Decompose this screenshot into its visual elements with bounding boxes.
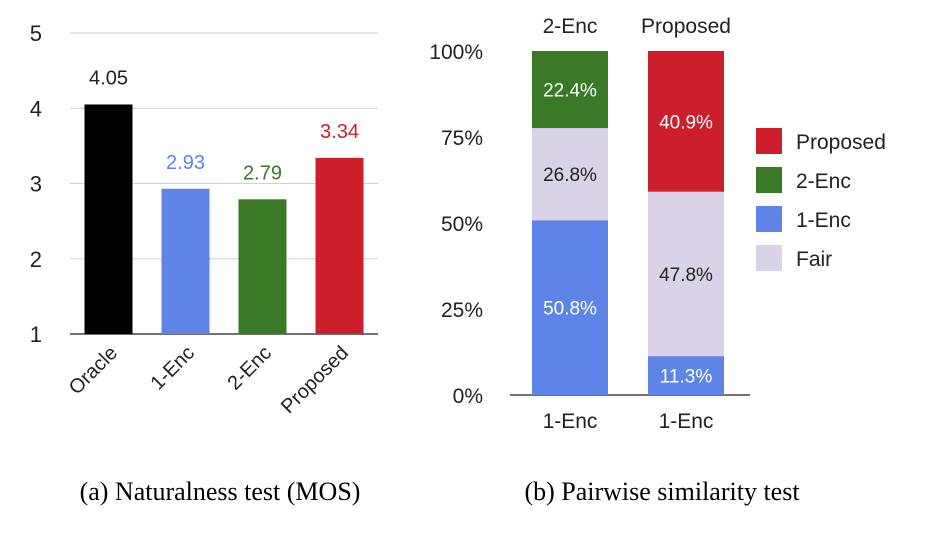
- a-x-tick-label: 1-Enc: [147, 342, 200, 395]
- b-legend-label: Proposed: [796, 131, 886, 154]
- b-y-ticks: 0% 25% 50% 75% 100%: [429, 41, 483, 408]
- b-y-tick-label: 100%: [429, 41, 483, 64]
- a-value-label: 2.79: [243, 162, 282, 184]
- a-x-tick-label: Proposed: [277, 342, 353, 418]
- a-value-label: 3.34: [320, 121, 359, 143]
- a-y-tick-label: 5: [30, 21, 42, 46]
- b-legend-label: Fair: [796, 248, 832, 271]
- b-x-tick-label: 1-Enc: [543, 410, 598, 433]
- b-legend-swatch: [756, 206, 782, 232]
- b-top-label: 2-Enc: [543, 15, 598, 38]
- b-caption: (b) Pairwise similarity test: [524, 477, 800, 506]
- b-bar-segment: [648, 356, 724, 395]
- a-bar: [238, 199, 287, 334]
- b-bar-segment: [648, 51, 724, 192]
- b-legend: Proposed 2-Enc 1-Enc Fair: [756, 128, 886, 271]
- b-bar-segment: [648, 191, 724, 357]
- a-caption: (a) Naturalness test (MOS): [80, 477, 361, 506]
- a-x-ticks: Oracle 1-Enc 2-Enc Proposed: [65, 342, 353, 418]
- b-segment-label: 22.4%: [543, 81, 597, 102]
- b-y-tick-label: 0%: [453, 385, 483, 408]
- similarity-chart: 0% 25% 50% 75% 100% 50.8% 26.8% 22.4% 11.3% 47.8…: [429, 15, 886, 506]
- a-y-tick-label: 3: [30, 172, 42, 197]
- a-x-tick-label: Oracle: [65, 342, 122, 399]
- a-y-tick-label: 4: [30, 96, 42, 121]
- b-legend-swatch: [756, 128, 782, 154]
- a-value-label: 2.93: [166, 152, 205, 174]
- b-segment-label: 50.8%: [543, 299, 597, 320]
- a-y-ticks: 1 2 3 4 5: [30, 21, 42, 347]
- b-bar-segment: [532, 51, 608, 129]
- b-legend-label: 2-Enc: [796, 170, 851, 193]
- a-y-tick-label: 2: [30, 247, 42, 272]
- b-legend-swatch: [756, 245, 782, 271]
- b-top-labels: 2-Enc Proposed: [543, 15, 731, 38]
- b-segment-label: 47.8%: [659, 265, 713, 286]
- b-legend-swatch: [756, 167, 782, 193]
- b-stacked-bars: [510, 51, 750, 396]
- b-legend-label: 1-Enc: [796, 209, 851, 232]
- b-y-tick-label: 25%: [441, 299, 483, 322]
- b-segment-label: 40.9%: [659, 112, 713, 133]
- a-bar: [315, 157, 364, 334]
- b-top-label: Proposed: [641, 15, 731, 38]
- b-bar-segment: [532, 128, 608, 221]
- a-bars: [84, 104, 364, 334]
- b-y-tick-label: 75%: [441, 127, 483, 150]
- b-segment-label: 26.8%: [543, 165, 597, 186]
- b-x-ticks: 1-Enc 1-Enc: [543, 410, 714, 433]
- b-bar-segment: [532, 220, 608, 395]
- b-y-tick-label: 50%: [441, 213, 483, 236]
- a-bar: [84, 104, 133, 334]
- a-y-tick-label: 1: [30, 322, 42, 347]
- a-value-labels: 4.05 2.93 2.79 3.34: [89, 67, 359, 184]
- a-x-tick-label: 2-Enc: [224, 342, 277, 395]
- a-bar: [161, 188, 210, 334]
- b-segment-label: 11.3%: [660, 367, 713, 388]
- naturalness-chart: 1 2 3 4 5 4.05 2.93 2.79 3.34 Oracle 1-Enc 2-Enc P…: [30, 21, 378, 506]
- a-value-label: 4.05: [89, 67, 128, 89]
- b-segment-labels: 50.8% 26.8% 22.4% 11.3% 47.8% 40.9%: [543, 81, 713, 388]
- b-x-tick-label: 1-Enc: [659, 410, 714, 433]
